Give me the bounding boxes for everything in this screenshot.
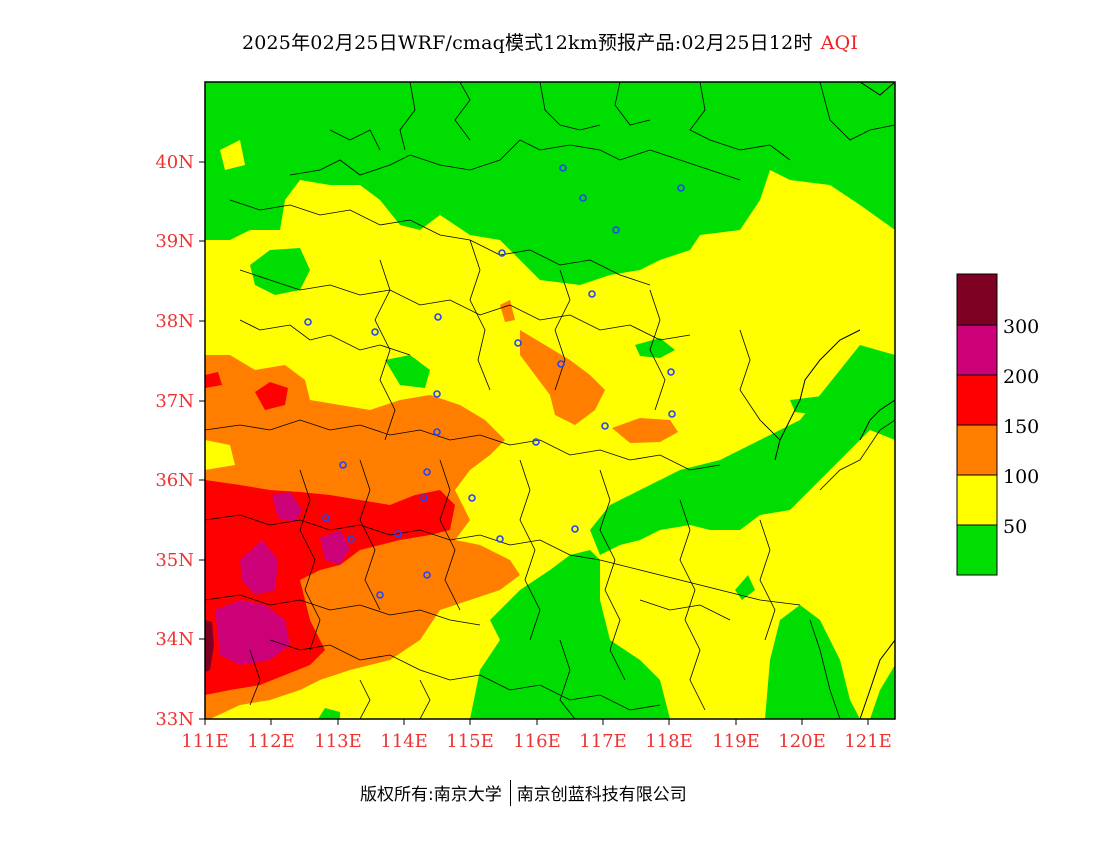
lon-tick-labels: 111E 112E 113E 114E 115E 116E 117E 118E … (181, 731, 892, 752)
lat-tick-36: 36N (155, 470, 194, 491)
lon-tick-114: 114E (380, 731, 428, 752)
copyright-footer: 版权所有:南京大学 南京创蓝科技有限公司 (360, 780, 687, 808)
copyright-right: 南京创蓝科技有限公司 (516, 785, 687, 805)
lat-tick-40: 40N (155, 152, 194, 173)
colorbar-label-300: 300 (1003, 316, 1039, 338)
colorbar-yellow (957, 475, 997, 525)
colorbar-label-50: 50 (1003, 516, 1027, 538)
coastline (774, 82, 895, 719)
lon-tick-111: 111E (181, 731, 229, 752)
aqi-region-green-dot (735, 575, 755, 600)
lat-tick-labels: 33N 34N 35N 36N 37N 38N 39N 40N (155, 152, 194, 730)
colorbar-purple (957, 325, 997, 375)
colorbar-label-100: 100 (1003, 466, 1039, 488)
aqi-region-green-bottom (318, 708, 340, 719)
lon-tick-118: 118E (645, 731, 693, 752)
aqi-region-green-west (250, 248, 310, 295)
aqi-region-yellow-nw (220, 140, 245, 170)
aqi-region-orange-arm (520, 330, 605, 425)
colorbar-orange (957, 425, 997, 475)
lat-tick-34: 34N (155, 629, 194, 650)
aqi-region-yellow-in-orange (205, 440, 235, 470)
colorbar-red (957, 375, 997, 425)
axis-ticks (199, 161, 869, 725)
copyright-left: 版权所有:南京大学 (360, 785, 502, 805)
map-title-main: 2025年02月25日WRF/cmaq模式12km预报产品:02月25日12时 (241, 32, 813, 54)
lon-tick-116: 116E (513, 731, 561, 752)
aqi-region-green-southeast (765, 605, 860, 719)
aqi-region-purple-2 (320, 530, 350, 565)
lat-tick-35: 35N (155, 550, 194, 571)
aqi-region-green-small (635, 338, 675, 358)
aqi-region-maroon (205, 620, 214, 672)
aqi-region-green-north (205, 82, 895, 285)
colorbar-maroon (957, 274, 997, 325)
colorbar-label-200: 200 (1003, 366, 1039, 388)
lon-tick-115: 115E (446, 731, 494, 752)
map-title-variable: AQI (820, 32, 859, 54)
aqi-region-green-se-corner (870, 665, 895, 719)
aqi-region-red-dot (205, 372, 222, 388)
aqi-region-orange-east (612, 418, 678, 443)
aqi-region-purple-1 (272, 492, 302, 522)
admin-boundaries (205, 82, 895, 719)
aqi-field (205, 82, 895, 719)
aqi-region-red-small (255, 382, 288, 410)
aqi-region-green-south (470, 550, 670, 719)
aqi-region-green-center (385, 355, 430, 388)
lon-tick-112: 112E (247, 731, 295, 752)
lon-tick-121: 121E (844, 731, 892, 752)
lat-tick-39: 39N (155, 231, 194, 252)
lon-tick-117: 117E (579, 731, 627, 752)
colorbar-label-150: 150 (1003, 416, 1039, 438)
aqi-colorbar: 50 100 150 200 300 (956, 273, 1039, 576)
lon-tick-119: 119E (712, 731, 760, 752)
lon-tick-113: 113E (314, 731, 362, 752)
lat-tick-33: 33N (155, 709, 194, 730)
aqi-region-purple-3 (240, 540, 278, 595)
lat-tick-37: 37N (155, 391, 194, 412)
lat-tick-38: 38N (155, 311, 194, 332)
aqi-region-purple-4 (215, 600, 290, 665)
lon-tick-120: 120E (778, 731, 826, 752)
map-title: 2025年02月25日WRF/cmaq模式12km预报产品:02月25日12时 A… (0, 28, 1100, 55)
station-markers (304, 164, 685, 599)
colorbar-green (957, 525, 997, 575)
footer-separator (509, 780, 511, 806)
